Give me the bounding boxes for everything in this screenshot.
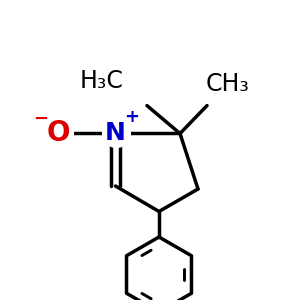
Text: H₃C: H₃C bbox=[80, 69, 124, 93]
Text: CH₃: CH₃ bbox=[206, 72, 250, 96]
Text: N: N bbox=[105, 122, 126, 146]
Text: +: + bbox=[124, 108, 140, 126]
Text: −: − bbox=[33, 110, 48, 128]
Text: O: O bbox=[47, 119, 70, 148]
